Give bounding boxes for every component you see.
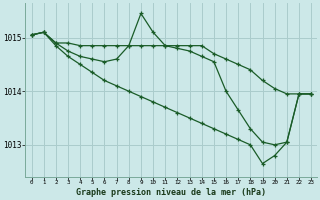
X-axis label: Graphe pression niveau de la mer (hPa): Graphe pression niveau de la mer (hPa) bbox=[76, 188, 266, 197]
